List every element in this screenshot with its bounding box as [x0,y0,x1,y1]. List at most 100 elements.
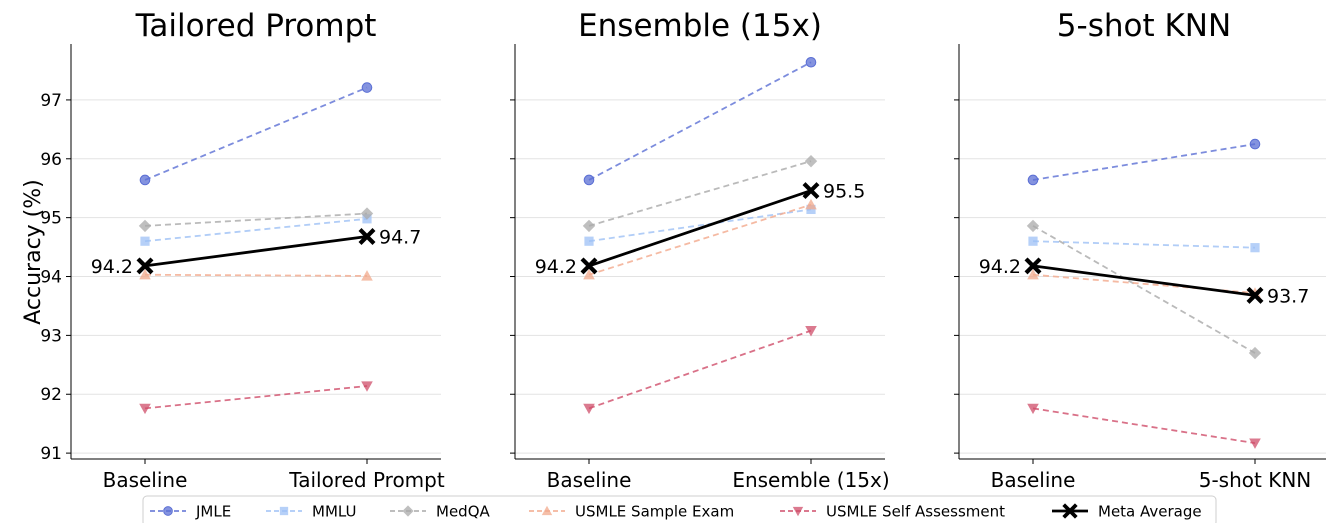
legend-entry-usmle-sample-exam: USMLE Sample Exam [529,503,734,521]
series-line [144,235,368,268]
legend-marker [792,506,804,517]
legend-entry-jmle: JMLE [150,503,231,521]
y-tick-label: 93 [40,326,62,346]
series-mmlu [1028,236,1260,253]
data-point [802,182,820,200]
y-tick-label: 91 [40,444,62,464]
data-point [583,403,595,415]
series-line [1032,240,1256,249]
data-point [358,228,376,245]
series-medqa [1026,219,1262,360]
series-line [588,160,812,227]
meta-value-label: 95.5 [823,181,865,203]
x-tick-label: Ensemble (15x) [732,468,889,492]
series-line [144,217,368,243]
series-line [1032,264,1256,297]
data-point [136,257,154,275]
x-tick-label: Baseline [991,468,1076,492]
data-point [1027,268,1039,280]
series-meta-average [136,228,376,275]
data-point [1248,346,1262,360]
data-point [361,82,373,93]
series-line [588,189,812,268]
data-point [1249,438,1261,449]
data-point [583,174,595,186]
series-line [1032,407,1256,444]
data-point [1250,243,1260,253]
panel-title: Ensemble (15x) [578,8,822,44]
data-point [805,198,817,210]
legend-marker [163,506,173,516]
series-line [588,208,812,243]
series-line [144,385,368,410]
series-jmle [1027,138,1261,186]
meta-value-label: 94.2 [535,256,577,278]
data-point [140,236,150,246]
meta-value-label: 93.7 [1267,285,1309,307]
series-jmle [139,82,373,186]
series-meta-average [1024,257,1264,304]
meta-value-label: 94.2 [91,256,133,278]
legend-entry-usmle-self-assessment: USMLE Self Assessment [780,503,1005,521]
legend-label: MedQA [436,503,490,521]
data-point [139,174,151,186]
data-point [584,236,594,246]
y-tick-label: 94 [40,268,62,288]
panels-layer: 91 92 93 94 95 96 97 Baseline Tailored Prompt Tai… [40,8,1326,492]
data-point [1027,403,1039,415]
series-line [588,203,812,276]
data-point [1026,219,1040,233]
data-point [582,219,596,233]
legend-marker [1062,503,1078,519]
legend-marker [279,506,289,516]
y-axis-label: Accuracy (%) [21,179,46,325]
data-point [1249,138,1261,150]
data-point [361,270,373,281]
legend-marker [541,505,553,516]
data-point [805,326,817,337]
series-usmle-self-assessment [583,326,817,415]
legend-label: MMLU [312,503,356,521]
x-tick-label: Baseline [103,468,188,492]
series-medqa [582,154,818,233]
panel-title: Tailored Prompt [135,8,377,44]
legend-marker [402,505,414,517]
series-line [1032,225,1256,354]
data-point [361,381,373,392]
legend-entry-medqa: MedQA [390,503,490,521]
series-mmlu [584,204,816,246]
x-tick-label: 5-shot KNN [1199,468,1312,492]
series-line [144,273,368,277]
x-tick-label: Tailored Prompt [288,468,445,492]
legend-entry-meta-average: Meta Average [1052,503,1202,521]
data-point [804,154,818,168]
series-jmle [583,56,817,186]
legend-label: Meta Average [1098,503,1202,521]
legend-entry-mmlu: MMLU [266,503,356,521]
data-point [1027,174,1039,186]
data-point [580,257,598,275]
y-tick-label: 95 [40,209,62,229]
chart-panel: Baseline Ensemble (15x) Ensemble (15x) 94.2… [510,8,890,492]
series-line [588,329,812,410]
legend: JMLE MMLU MedQA USMLE Sample Exam USMLE Self… [142,495,1217,527]
series-line [144,86,368,181]
series-line [588,61,812,181]
legend-label: USMLE Self Assessment [826,503,1005,521]
series-meta-average [580,182,820,275]
y-tick-label: 96 [40,150,62,170]
series-usmle-self-assessment [1027,403,1261,449]
series-usmle-self-assessment [139,381,373,415]
y-tick-label: 92 [40,385,62,405]
data-point [139,268,151,280]
data-point [1246,286,1264,304]
series-usmle-sample-exam [139,268,373,281]
meta-value-label: 94.2 [979,256,1021,278]
legend-label: USMLE Sample Exam [575,503,734,521]
series-medqa [138,207,374,233]
series-usmle-sample-exam [583,198,817,280]
data-point [583,268,595,280]
y-tick-label: 97 [40,91,62,111]
